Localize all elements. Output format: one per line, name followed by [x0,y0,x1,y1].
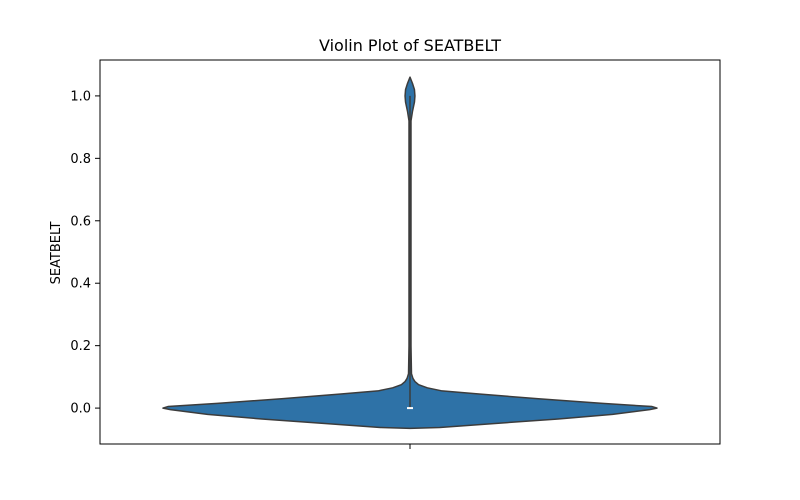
y-tick-label: 1.0 [70,89,91,104]
chart-title: Violin Plot of SEATBELT [319,36,501,55]
y-tick-label: 0.8 [70,152,91,167]
y-tick-label: 0.4 [70,277,91,292]
y-tick-label: 0.2 [70,339,91,354]
violin-layer [162,76,658,430]
y-axis-ticks: 0.0 0.2 0.4 0.6 0.8 1.0 [70,89,100,417]
y-tick-label: 0.6 [70,214,91,229]
y-tick-label: 0.0 [70,402,91,417]
y-axis-label: SEATBELT [49,222,64,285]
